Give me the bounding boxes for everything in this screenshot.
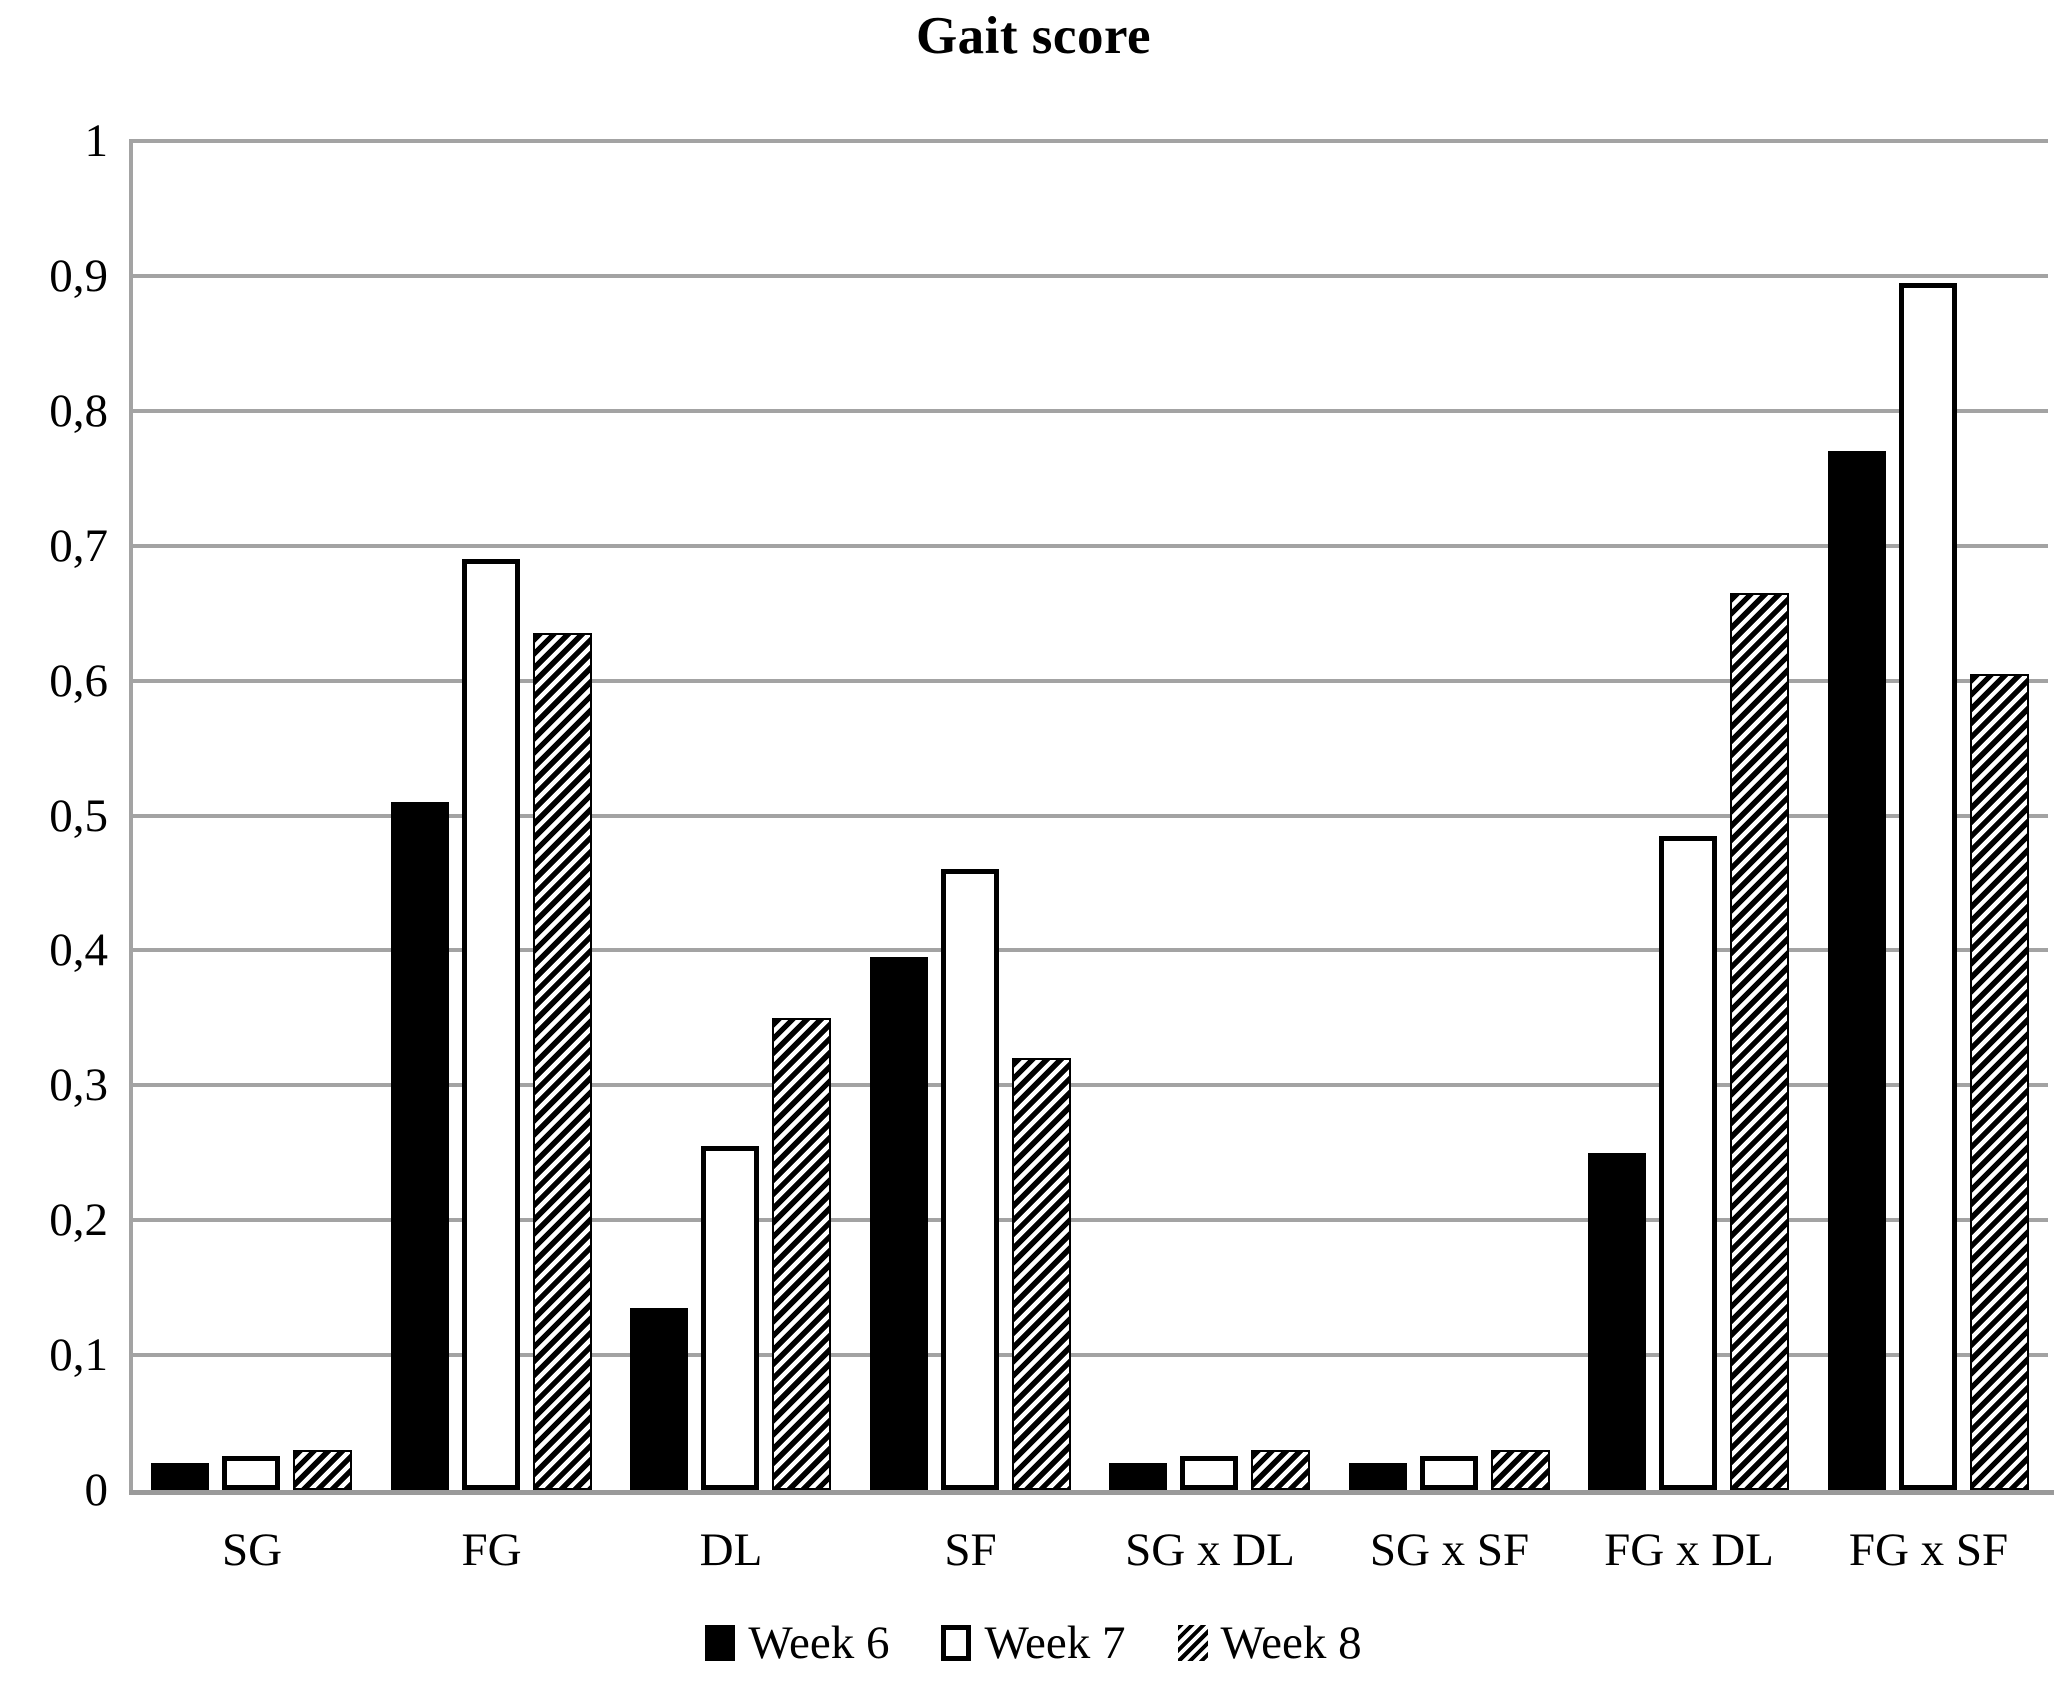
- x-axis-line: [129, 1490, 2054, 1495]
- x-category-label-fg-x-dl: FG x DL: [1604, 1524, 1774, 1576]
- y-tick-label-0,8: 0,8: [49, 384, 108, 437]
- bar-week-6-sg: [151, 1463, 209, 1490]
- bar-week-7-fg-x-sf: [1898, 283, 1957, 1490]
- bar-week-7-sg-x-dl: [1180, 1456, 1238, 1490]
- bar-week-7-fg: [461, 559, 520, 1490]
- x-category-label-sf: SF: [944, 1524, 997, 1576]
- bar-week-8-fg: [532, 633, 592, 1490]
- gridline-0,5: [132, 813, 2048, 818]
- bar-week-8-sf: [1011, 1058, 1071, 1490]
- legend-item-week-8: Week 8: [1177, 1616, 1362, 1670]
- bar-week-7-dl: [701, 1146, 759, 1490]
- y-tick-label-0,5: 0,5: [49, 789, 108, 842]
- gridline-0,7: [132, 543, 2048, 548]
- gridline-0,2: [132, 1218, 2048, 1223]
- plot-area: [132, 139, 2048, 1490]
- bar-week-8-fg-x-dl: [1730, 593, 1789, 1490]
- bar-week-6-fg-x-dl: [1588, 1153, 1646, 1490]
- y-tick-label-0,4: 0,4: [49, 924, 108, 977]
- bar-week-8-sg-x-sf: [1490, 1450, 1550, 1490]
- legend-label: Week 8: [1220, 1617, 1362, 1669]
- legend-item-week-6: Week 6: [705, 1616, 889, 1670]
- gridline-0,4: [132, 948, 2048, 953]
- gridline-0,9: [132, 273, 2048, 278]
- bar-week-8-fg-x-sf: [1969, 674, 2029, 1490]
- y-tick-label-0: 0: [84, 1464, 109, 1516]
- legend: Week 6 Week 7 Week 8: [0, 1616, 2067, 1670]
- legend-marker-week-7-icon: [941, 1625, 972, 1661]
- y-axis-line: [129, 139, 133, 1493]
- bar-week-6-sf: [869, 957, 928, 1490]
- x-category-label-fg: FG: [461, 1524, 522, 1576]
- bar-week-8-dl: [772, 1018, 831, 1490]
- chart-title: Gait score: [915, 7, 1152, 65]
- bar-week-7-sg: [222, 1456, 280, 1490]
- bar-week-7-fg-x-dl: [1659, 836, 1717, 1490]
- bar-week-8-sg: [293, 1450, 352, 1490]
- x-category-label-dl: DL: [699, 1524, 763, 1576]
- bar-week-7-sg-x-sf: [1419, 1456, 1478, 1490]
- y-tick-label-0,9: 0,9: [49, 249, 108, 302]
- bar-week-6-sg-x-sf: [1348, 1463, 1407, 1490]
- gridline-0,3: [132, 1083, 2048, 1088]
- x-category-label-sg: SG: [221, 1524, 283, 1576]
- y-tick-label-0,3: 0,3: [49, 1059, 108, 1112]
- legend-item-week-7: Week 7: [941, 1616, 1126, 1670]
- bar-week-6-fg: [390, 802, 449, 1490]
- bar-week-6-fg-x-sf: [1827, 451, 1886, 1490]
- x-category-label-sg-x-sf: SG x SF: [1369, 1524, 1530, 1576]
- legend-marker-week-8-icon: [1177, 1625, 1208, 1661]
- legend-label: Week 7: [984, 1617, 1126, 1669]
- y-tick-label-0,1: 0,1: [49, 1329, 108, 1382]
- legend-label: Week 6: [748, 1617, 890, 1669]
- y-tick-label-0,6: 0,6: [49, 654, 108, 707]
- gridline-0,6: [132, 678, 2048, 683]
- bar-week-7-sf: [940, 869, 999, 1490]
- x-category-label-fg-x-sf: FG x SF: [1848, 1524, 2009, 1576]
- gridline-1: [132, 139, 2048, 143]
- y-tick-label-0,2: 0,2: [49, 1194, 108, 1247]
- bar-week-6-dl: [630, 1308, 688, 1490]
- y-tick-label-1: 1: [84, 115, 109, 167]
- bar-week-8-sg-x-dl: [1251, 1450, 1310, 1490]
- x-category-label-sg-x-dl: SG x DL: [1125, 1524, 1295, 1576]
- y-tick-label-0,7: 0,7: [49, 519, 108, 572]
- gridline-0,1: [132, 1353, 2048, 1358]
- gridline-0,8: [132, 408, 2048, 413]
- legend-marker-week-6-icon: [705, 1625, 736, 1661]
- bar-week-6-sg-x-dl: [1109, 1463, 1167, 1490]
